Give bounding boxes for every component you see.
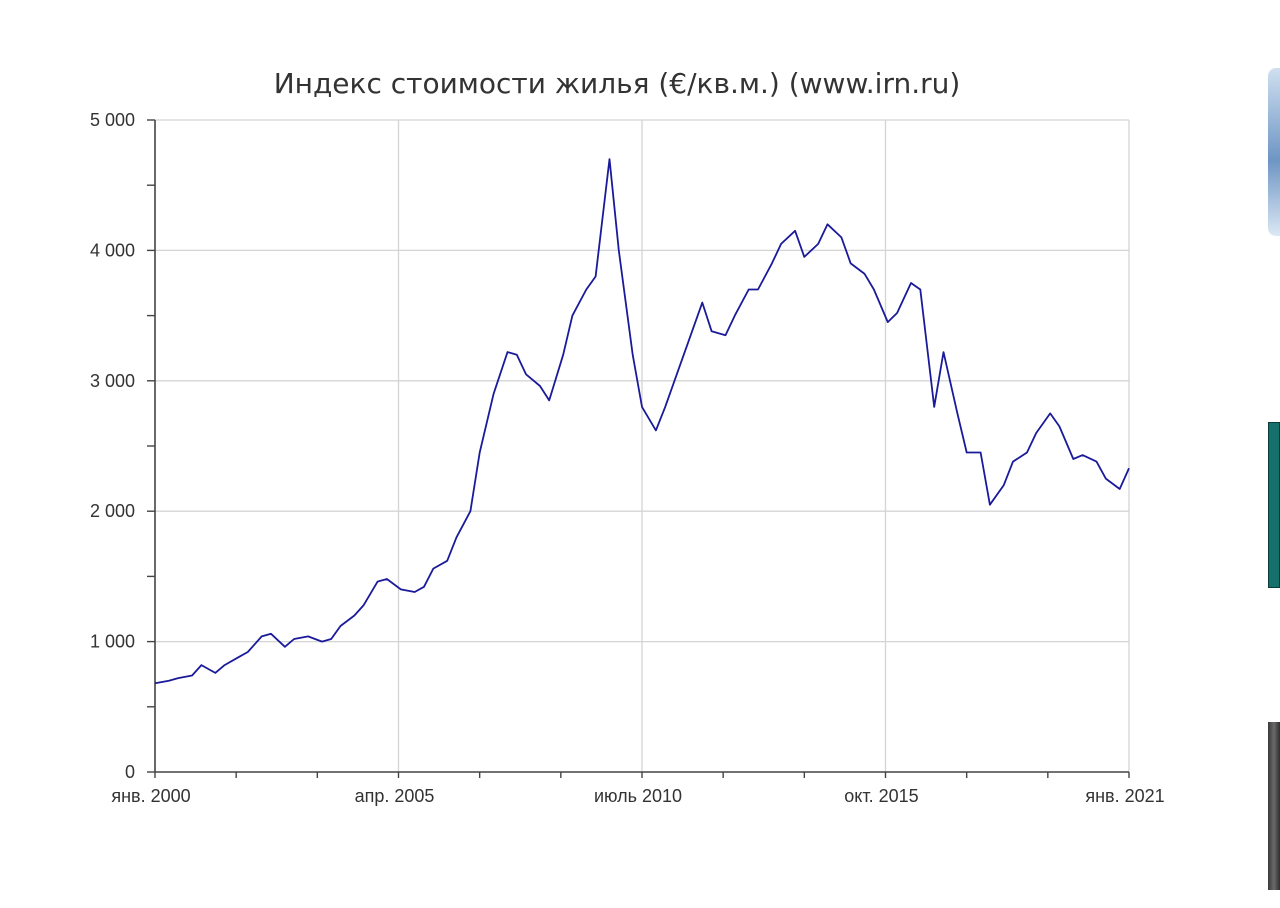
y-tick-label: 4 000 [90, 240, 135, 260]
series-layer [154, 158, 1130, 685]
y-tick-label: 2 000 [90, 501, 135, 521]
y-tick-label: 5 000 [90, 110, 135, 130]
chart-title: Индекс стоимости жилья (€/кв.м.) (www.ir… [274, 67, 961, 100]
side-thumbnail-image[interactable] [1268, 722, 1280, 890]
x-tick-label: окт. 2015 [844, 786, 918, 806]
x-tick-label: апр. 2005 [355, 786, 435, 806]
x-tick-label: янв. 2021 [1085, 786, 1164, 806]
side-thumbnail-image[interactable] [1268, 422, 1280, 588]
x-tick-label: янв. 2000 [111, 786, 190, 806]
tick-labels: 0 1 000 2 000 3 000 4 000 5 000 янв. 2000 апр. … [90, 110, 1165, 806]
series-line [154, 158, 1130, 685]
y-tick-label: 3 000 [90, 371, 135, 391]
axes [147, 119, 1130, 778]
x-tick-label: июль 2010 [594, 786, 682, 806]
y-tick-label: 1 000 [90, 632, 135, 652]
grid-layer [155, 119, 1130, 772]
y-tick-label: 0 [125, 762, 135, 782]
side-thumbnail-image[interactable] [1268, 68, 1280, 236]
